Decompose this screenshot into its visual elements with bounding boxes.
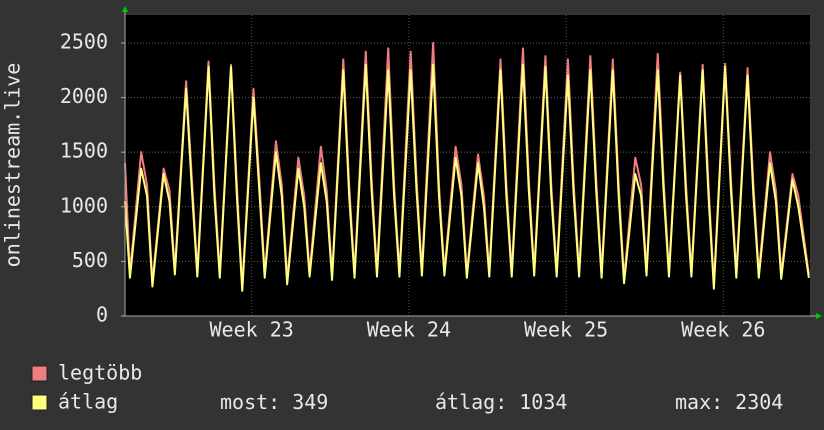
legend-stat: max: 2304 (675, 390, 783, 414)
legend-stat: most: 349 (220, 390, 328, 414)
x-tick-label: Week 23 (210, 318, 294, 342)
stat-label: most: (220, 390, 280, 414)
stat-value: 349 (292, 390, 328, 414)
lines (124, 41, 810, 292)
legend-label: legtöbb (58, 361, 142, 385)
x-tick-label: Week 26 (681, 318, 765, 342)
y-tick-label: 1500 (60, 139, 108, 163)
x-tick-label: Week 25 (524, 318, 608, 342)
y-tick-label: 1000 (60, 193, 108, 217)
stat-label: max: (675, 390, 723, 414)
stat-value: 2304 (735, 390, 783, 414)
stat-label: átlag: (435, 390, 507, 414)
x-tick-label: Week 24 (367, 318, 451, 342)
legend: legtöbb átlag most: 349 átlag: 1034 max: 2304 (31, 361, 783, 414)
y-tick-label: 2500 (60, 29, 108, 53)
series-line (124, 63, 810, 292)
y-tick-label: 2000 (60, 84, 108, 108)
legend-stat: átlag: 1034 (435, 390, 567, 414)
y-axis-arrow (122, 6, 128, 12)
legend-swatch (31, 365, 48, 382)
legend-label: átlag (58, 390, 118, 414)
stat-value: 1034 (519, 390, 567, 414)
y-tick-label: 0 (96, 303, 108, 327)
y-axis-label: onlinestream.live (1, 63, 25, 268)
legend-swatch (31, 394, 48, 411)
x-axis-arrow (816, 313, 822, 319)
y-tick-label: 500 (72, 248, 108, 272)
